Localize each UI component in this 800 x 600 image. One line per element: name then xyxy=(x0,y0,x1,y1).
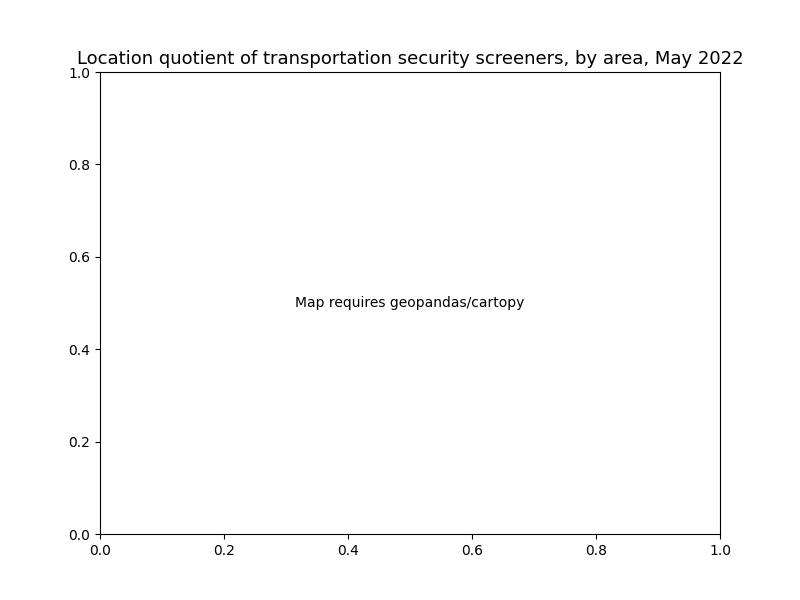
Text: Map requires geopandas/cartopy: Map requires geopandas/cartopy xyxy=(295,296,525,310)
Title: Location quotient of transportation security screeners, by area, May 2022: Location quotient of transportation secu… xyxy=(77,50,743,68)
